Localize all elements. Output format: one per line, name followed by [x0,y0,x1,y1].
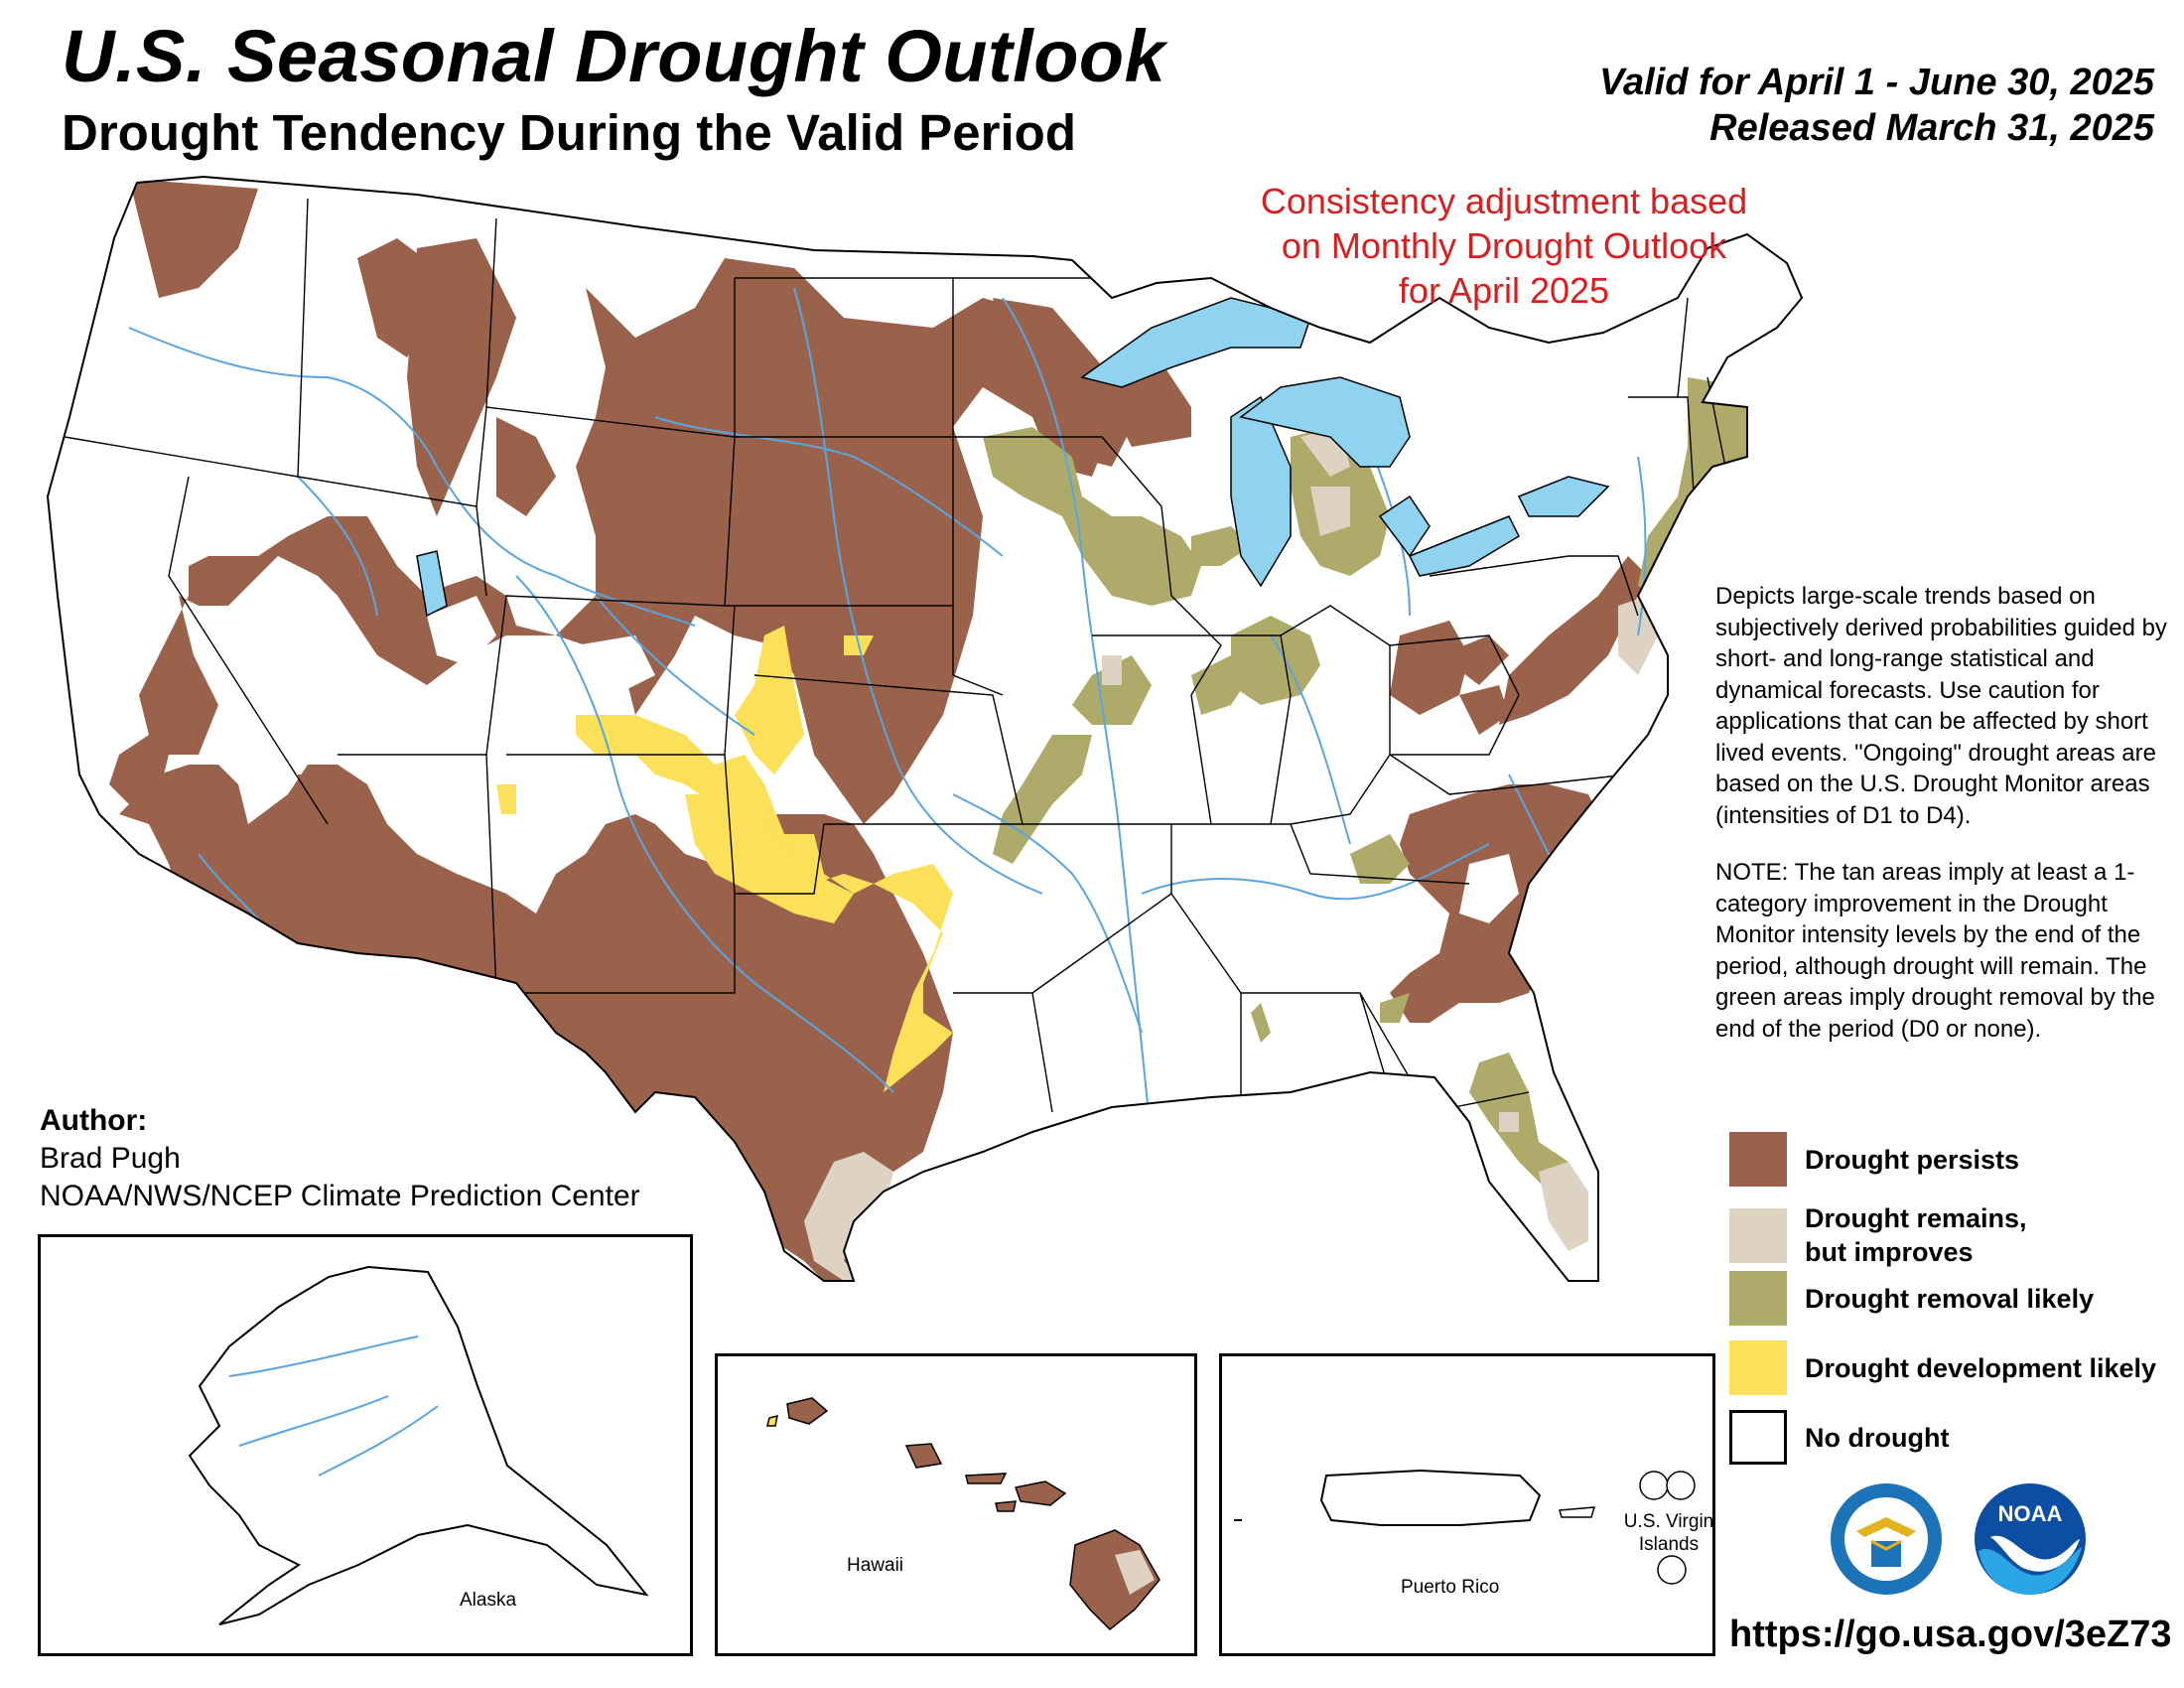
virgin-islands-label: U.S. Virgin Islands [1623,1511,1714,1555]
outlook-url-link[interactable]: https://go.usa.gov/3eZ73 [1729,1614,2172,1655]
legend-item-improves: Drought remains, but improves [1729,1201,2063,1269]
legend-item-removal: Drought removal likely [1729,1271,2094,1326]
legend-item-no-drought: No drought [1729,1410,1949,1465]
map-subtitle: Drought Tendency During the Valid Period [62,104,1076,161]
great-lakes [416,297,1610,618]
legend-swatch [1729,1207,1787,1263]
doc-seal-logo [1831,1483,1942,1595]
description-paragraph-2: NOTE: The tan areas imply at least a 1-c… [1715,859,2155,1043]
state-borders [64,198,1728,1152]
release-date: Released March 31, 2025 [1709,107,2154,149]
legend-label: No drought [1805,1422,1950,1453]
consistency-note: Consistency adjustment based on Monthly … [1260,181,1748,311]
puerto-rico-map [1234,1469,1696,1585]
legend-swatch [1729,1340,1787,1395]
description-paragraph-1: Depicts large-scale trends based on subj… [1715,583,2167,829]
valid-period: Valid for April 1 - June 30, 2025 [1599,62,2154,103]
author-block: Author: Brad Pugh NOAA/NWS/NCEP Climate … [40,1102,640,1215]
map-title: U.S. Seasonal Drought Outlook [62,15,1166,97]
author-name: Brad Pugh [40,1142,181,1175]
legend-swatch [1729,1271,1787,1326]
legend-label: Drought development likely [1805,1352,2157,1383]
hawaii-label: Hawaii [847,1555,904,1576]
puerto-rico-label: Puerto Rico [1401,1577,1500,1598]
legend-swatch [1729,1132,1787,1187]
legend-label: Drought removal likely [1805,1283,2095,1314]
drought-development-areas [496,626,953,1092]
legend-item-development: Drought development likely [1729,1340,2156,1395]
legend-label: Drought remains, but improves [1805,1203,2027,1267]
author-heading: Author: [40,1104,148,1137]
alaska-label: Alaska [460,1590,517,1611]
hawaii-inset: Hawaii [715,1353,1197,1656]
alaska-inset: Alaska [38,1234,693,1656]
author-org: NOAA/NWS/NCEP Climate Prediction Center [40,1180,640,1212]
legend-swatch [1729,1410,1787,1465]
description-text: Depicts large-scale trends based on subj… [1715,581,2172,1070]
puerto-rico-inset: Puerto Rico U.S. Virgin Islands [1219,1353,1715,1656]
alaska-map [188,1265,649,1625]
noaa-logo-text: NOAA [1998,1501,2063,1526]
legend-item-persists: Drought persists [1729,1132,2019,1187]
legend-label: Drought persists [1805,1144,2020,1175]
validity-block: Valid for April 1 - June 30, 2025 Releas… [1599,60,2154,151]
noaa-logo: NOAA [1975,1483,2086,1595]
hawaii-map [766,1397,1160,1631]
